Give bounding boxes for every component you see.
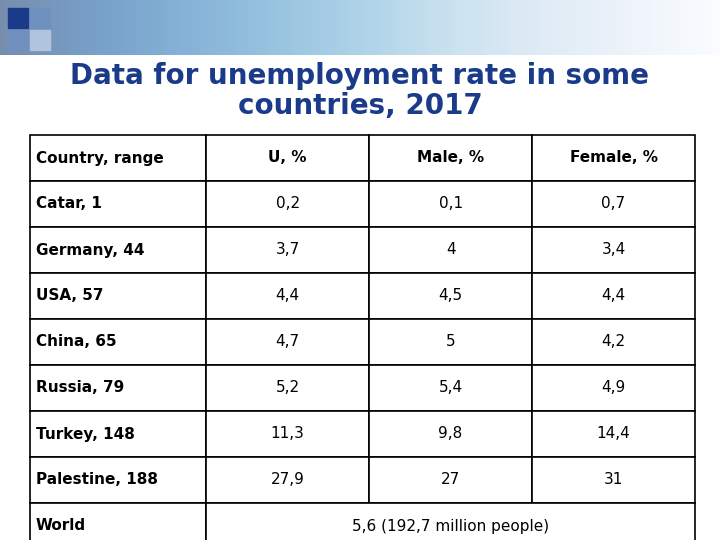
Bar — [30, 30, 50, 50]
Bar — [206, 319, 369, 365]
Bar — [206, 181, 369, 227]
Bar — [30, 181, 206, 227]
Text: U, %: U, % — [269, 151, 307, 165]
Bar — [30, 227, 206, 273]
Bar — [30, 365, 206, 411]
Text: 5,4: 5,4 — [438, 381, 463, 395]
Bar — [369, 273, 532, 319]
Bar — [30, 503, 206, 540]
Text: 31: 31 — [604, 472, 624, 488]
Bar — [30, 457, 206, 503]
Text: 4,7: 4,7 — [276, 334, 300, 349]
Bar — [8, 30, 28, 50]
Text: 0,1: 0,1 — [438, 197, 463, 212]
Text: countries, 2017: countries, 2017 — [238, 92, 482, 120]
Text: World: World — [36, 518, 86, 534]
Text: 4,4: 4,4 — [276, 288, 300, 303]
Bar — [206, 457, 369, 503]
Bar — [206, 135, 369, 181]
Bar — [206, 503, 695, 540]
Bar — [369, 227, 532, 273]
Bar — [30, 8, 50, 28]
Bar — [532, 319, 695, 365]
Bar — [30, 319, 206, 365]
Text: Data for unemployment rate in some: Data for unemployment rate in some — [71, 62, 649, 90]
Text: 0,7: 0,7 — [601, 197, 626, 212]
Text: 5,6 (192,7 million people): 5,6 (192,7 million people) — [352, 518, 549, 534]
Text: 27,9: 27,9 — [271, 472, 305, 488]
Bar — [30, 411, 206, 457]
Bar — [206, 365, 369, 411]
Text: Female, %: Female, % — [570, 151, 657, 165]
Bar — [369, 319, 532, 365]
Bar — [532, 227, 695, 273]
Bar — [369, 411, 532, 457]
Bar — [30, 273, 206, 319]
Bar — [369, 457, 532, 503]
Text: Germany, 44: Germany, 44 — [36, 242, 145, 258]
Text: Palestine, 188: Palestine, 188 — [36, 472, 158, 488]
Text: 5,2: 5,2 — [276, 381, 300, 395]
Bar — [532, 135, 695, 181]
Bar — [532, 181, 695, 227]
Bar — [206, 411, 369, 457]
Text: Catar, 1: Catar, 1 — [36, 197, 102, 212]
Text: 4: 4 — [446, 242, 456, 258]
Text: 9,8: 9,8 — [438, 427, 463, 442]
Text: 11,3: 11,3 — [271, 427, 305, 442]
Text: Russia, 79: Russia, 79 — [36, 381, 125, 395]
Bar — [532, 273, 695, 319]
Bar — [206, 273, 369, 319]
Bar — [369, 135, 532, 181]
Text: China, 65: China, 65 — [36, 334, 117, 349]
Text: 3,7: 3,7 — [276, 242, 300, 258]
Bar — [532, 457, 695, 503]
Text: 4,2: 4,2 — [601, 334, 626, 349]
Text: 5: 5 — [446, 334, 456, 349]
Text: 3,4: 3,4 — [601, 242, 626, 258]
Bar — [532, 365, 695, 411]
Text: 27: 27 — [441, 472, 460, 488]
Text: 4,9: 4,9 — [601, 381, 626, 395]
Bar — [369, 181, 532, 227]
Text: USA, 57: USA, 57 — [36, 288, 104, 303]
Text: Country, range: Country, range — [36, 151, 163, 165]
Text: 4,5: 4,5 — [438, 288, 463, 303]
Bar — [369, 365, 532, 411]
Text: 4,4: 4,4 — [601, 288, 626, 303]
Bar — [206, 227, 369, 273]
Text: 0,2: 0,2 — [276, 197, 300, 212]
Bar — [30, 135, 206, 181]
Text: Turkey, 148: Turkey, 148 — [36, 427, 135, 442]
Text: Male, %: Male, % — [417, 151, 484, 165]
Bar — [8, 8, 28, 28]
Bar — [532, 411, 695, 457]
Text: 14,4: 14,4 — [597, 427, 631, 442]
